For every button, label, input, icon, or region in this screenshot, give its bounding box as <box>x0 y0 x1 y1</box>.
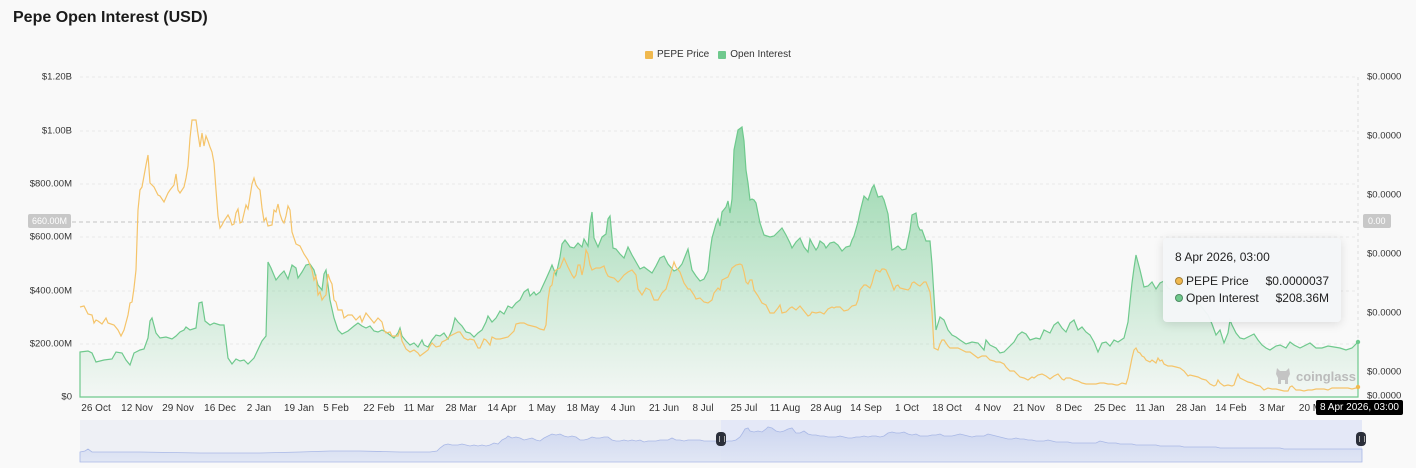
tooltip-row-pepe-price: PEPE Price $0.0000037 <box>1175 274 1329 288</box>
tooltip-date: 8 Apr 2026, 03:00 <box>1175 250 1270 264</box>
x-tick: 11 Jan <box>1135 403 1165 414</box>
y-left-tick: $0 <box>61 391 72 403</box>
y-right-tick: $0.0000 <box>1367 248 1402 260</box>
y-left-tick: $800.00M <box>29 178 72 190</box>
x-tick: 11 Mar <box>403 403 435 414</box>
y-left-tick: $1.20B <box>41 71 72 83</box>
tooltip-label: PEPE Price <box>1186 274 1249 288</box>
tooltip-value: $208.36M <box>1275 291 1329 305</box>
x-tick: 14 Sep <box>850 403 882 414</box>
x-tick: 22 Feb <box>363 403 395 414</box>
coinglass-logo-icon <box>1276 368 1290 384</box>
chart-legend: PEPE Price Open Interest <box>645 49 791 60</box>
open-interest-swatch-icon <box>718 50 727 59</box>
x-tick: 3 Mar <box>1259 403 1285 414</box>
x-tick: 5 Feb <box>323 403 349 414</box>
x-tick: 25 Jul <box>730 403 758 414</box>
x-tick: 12 Nov <box>121 403 153 414</box>
x-tick: 1 Oct <box>895 403 919 414</box>
x-tick: 20 M <box>1298 403 1322 414</box>
chart-tooltip: 8 Apr 2026, 03:00 PEPE Price $0.0000037 … <box>1163 238 1341 322</box>
x-tick: 28 Jan <box>1175 403 1207 414</box>
x-tick: 14 Apr <box>487 403 517 414</box>
watermark-text: coinglass <box>1296 368 1356 384</box>
y-left-tick: $1.00B <box>41 125 72 137</box>
coinglass-watermark: coinglass <box>1274 366 1356 386</box>
legend-item-pepe-price[interactable]: PEPE Price <box>645 49 709 60</box>
x-tick: 29 Nov <box>162 403 194 414</box>
x-tick: 26 Oct <box>81 403 111 414</box>
open-interest-dot-icon <box>1175 294 1183 302</box>
range-end-handle[interactable] <box>1356 432 1366 446</box>
y-right-tick: $0.0000 <box>1367 71 1402 83</box>
y-right-tick: $0.0000 <box>1367 366 1402 378</box>
legend-label: Open Interest <box>730 49 791 60</box>
crosshair-y-right-tag: 0.00 <box>1363 214 1391 228</box>
x-tick: 1 May <box>528 403 556 414</box>
range-start-handle[interactable] <box>716 432 726 446</box>
x-tick: 28 Aug <box>810 403 842 414</box>
x-tick: 4 Jun <box>610 403 636 414</box>
tooltip-value: $0.0000037 <box>1265 274 1329 288</box>
x-tick: 28 Mar <box>445 403 477 414</box>
x-tick: 25 Dec <box>1094 403 1126 414</box>
x-tick: 18 Oct <box>932 403 962 414</box>
tooltip-label: Open Interest <box>1186 291 1259 305</box>
y-left-tick: $200.00M <box>29 338 72 350</box>
crosshair-x-tag: 8 Apr 2026, 03:00 <box>1316 400 1403 415</box>
y-right-tick: $0.0000 <box>1367 130 1402 142</box>
page-title: Pepe Open Interest (USD) <box>13 9 208 26</box>
x-tick: 4 Nov <box>974 403 1002 414</box>
y-right-tick: $0.0000 <box>1367 189 1402 201</box>
oi-end-marker <box>1355 339 1361 345</box>
tooltip-row-open-interest: Open Interest $208.36M <box>1175 291 1329 305</box>
x-tick: 21 Jun <box>648 403 680 414</box>
x-tick: 19 Jan <box>283 403 315 414</box>
y-right-tick: $0.0000 <box>1367 390 1402 402</box>
x-tick: 21 Nov <box>1013 403 1045 414</box>
y-left-tick: $400.00M <box>29 285 72 297</box>
legend-item-open-interest[interactable]: Open Interest <box>718 49 791 60</box>
y-right-tick: $0.0000 <box>1367 307 1402 319</box>
x-tick: 18 May <box>566 403 600 414</box>
x-tick: 8 Dec <box>1055 403 1083 414</box>
legend-label: PEPE Price <box>657 49 710 60</box>
crosshair-y-left-tag: 660.00M <box>28 214 72 228</box>
x-tick: 2 Jan <box>246 403 272 414</box>
x-tick: 16 Dec <box>204 403 236 414</box>
pepe-price-swatch-icon <box>645 50 653 59</box>
y-left-tick: $600.00M <box>29 231 72 243</box>
x-tick: 8 Jul <box>692 403 714 414</box>
x-tick: 11 Aug <box>769 403 801 414</box>
price-end-marker <box>1355 384 1361 390</box>
pepe-price-dot-icon <box>1175 277 1183 285</box>
grid-lines <box>80 76 1358 398</box>
x-tick: 14 Feb <box>1215 403 1247 414</box>
